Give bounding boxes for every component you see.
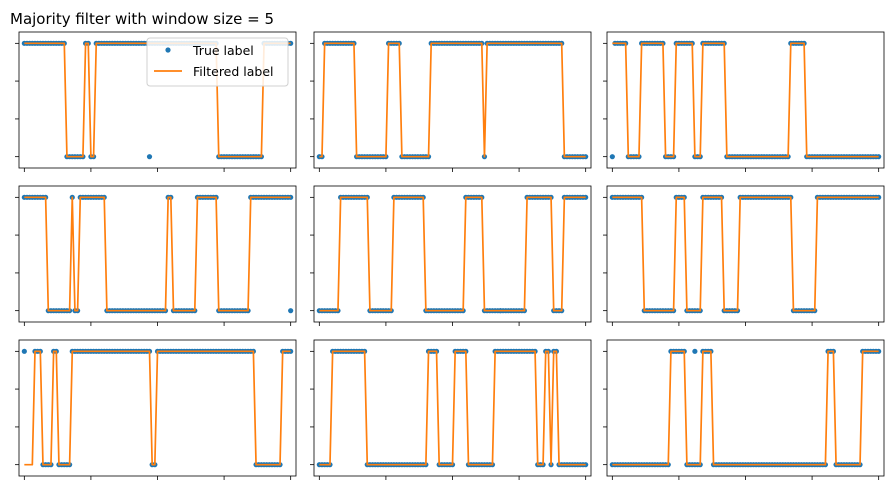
legend: True label Filtered label: [146, 37, 289, 87]
panel-8: [310, 339, 592, 480]
panel-4-true-point: [288, 308, 294, 314]
panel-3-frame: [606, 31, 885, 169]
panel-6-filtered-line: [612, 196, 879, 312]
panel-8-filtered-line: [319, 350, 586, 466]
panel-9: [603, 339, 885, 480]
panel-2-filtered-line: [319, 42, 586, 158]
panel-5-frame: [313, 185, 592, 323]
panel-8-frame: [313, 339, 592, 477]
panel-6-frame: [606, 185, 885, 323]
panel-1-true-point: [146, 154, 153, 160]
panel-7-true-point: [21, 348, 27, 354]
panel-5-filtered-line: [319, 196, 586, 312]
panel-8-true-point: [583, 462, 589, 468]
legend-filtered-label: Filtered label: [193, 64, 274, 79]
panel-5: [310, 185, 592, 326]
panel-2: [310, 31, 592, 172]
panel-9-true-point: [876, 348, 882, 354]
panel-4: [15, 185, 297, 326]
panel-9-frame: [606, 339, 885, 477]
panel-3: [603, 31, 885, 172]
panel-3-true-point: [876, 154, 882, 160]
panel-6: [603, 185, 885, 326]
panel-7: [15, 339, 297, 480]
panel-4-frame: [18, 185, 297, 323]
legend-marker-true-label: [165, 47, 171, 53]
panel-6-true-point: [876, 194, 882, 200]
panel-7-filtered-line: [24, 350, 291, 466]
panel-7-frame: [18, 339, 297, 477]
panel-5-true-point: [583, 194, 589, 200]
panel-2-frame: [313, 31, 592, 169]
panels: [15, 31, 885, 480]
panel-3-true-point: [609, 154, 615, 160]
panel-1-frame: [18, 31, 297, 169]
panel-4-filtered-line: [24, 196, 291, 312]
panel-3-filtered-line: [612, 42, 879, 158]
figure-title: Majority filter with window size = 5: [10, 10, 274, 28]
panel-9-filtered-line: [612, 350, 879, 466]
legend-frame: [146, 37, 289, 87]
legend-true-label: True label: [192, 43, 254, 58]
panel-2-true-point: [583, 154, 589, 160]
panel-9-true-point: [692, 348, 698, 354]
